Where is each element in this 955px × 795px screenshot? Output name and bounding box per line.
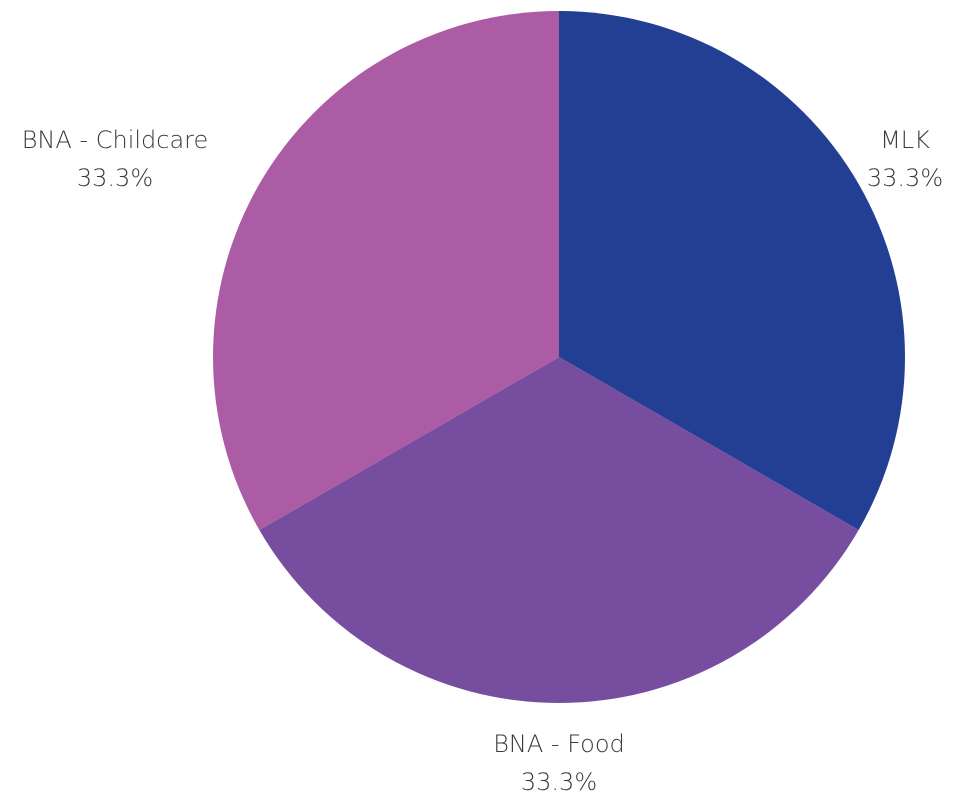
pie-slice-bna-food bbox=[259, 357, 859, 703]
pie-slice-bna-childcare bbox=[213, 11, 559, 530]
slice-percent-label: 33.3% bbox=[867, 164, 943, 192]
pie-slice-mlk bbox=[559, 11, 905, 530]
slice-labels: MLK 33.3% BNA - Food 33.3% BNA - Childcare 33… bbox=[22, 126, 943, 795]
slice-name-label: MLK bbox=[880, 126, 930, 154]
slice-name-label: BNA - Food bbox=[493, 730, 625, 758]
pie-slices bbox=[213, 11, 905, 703]
slice-percent-label: 33.3% bbox=[77, 164, 153, 192]
slice-name-label: BNA - Childcare bbox=[22, 126, 209, 154]
slice-percent-label: 33.3% bbox=[521, 768, 597, 795]
